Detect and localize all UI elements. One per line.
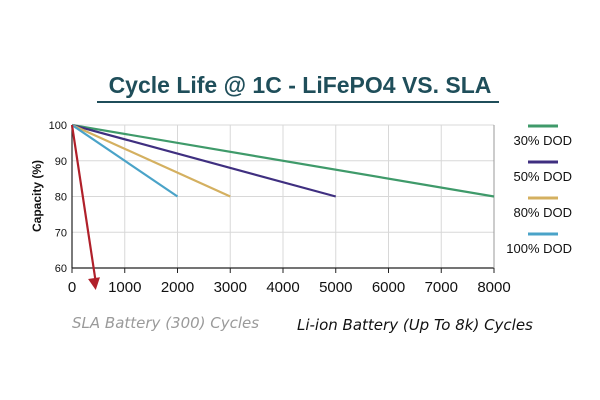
legend-label: 80% DOD	[513, 205, 572, 220]
x-tick-label: 1000	[108, 279, 141, 296]
x-tick-label: 6000	[372, 279, 405, 296]
x-tick-label: 8000	[477, 279, 510, 296]
series-line	[71, 123, 231, 198]
y-tick-label: 80	[55, 192, 67, 204]
grid	[72, 124, 495, 269]
x-tick-label: 5000	[319, 279, 352, 296]
sla-caption: SLA Battery (300) Cycles	[72, 314, 259, 332]
legend-label: 100% DOD	[506, 241, 572, 256]
y-tick-label: 60	[55, 263, 67, 275]
title-underline	[97, 101, 499, 103]
sla-arrowhead	[88, 277, 100, 290]
legend-label: 30% DOD	[513, 133, 572, 148]
x-tick-label: 2000	[161, 279, 194, 296]
x-tick-label: 0	[68, 279, 76, 296]
x-tick-label: 4000	[266, 279, 299, 296]
tick-labels: 0 1000 2000 3000 4000 5000 6000 7000 8000 100 90 80…	[49, 120, 511, 296]
sla-line	[70, 124, 97, 283]
chart-title: Cycle Life @ 1C - LiFePO4 VS. SLA	[108, 72, 492, 98]
series-lines	[70, 123, 495, 290]
series-line	[71, 124, 179, 198]
liion-caption: Li-ion Battery (Up To 8k) Cycles	[297, 316, 533, 334]
series-line	[71, 123, 495, 198]
y-axis-label: Capacity (%)	[30, 160, 44, 232]
y-tick-label: 90	[55, 156, 67, 168]
legend-label: 50% DOD	[513, 169, 572, 184]
x-tick-label: 7000	[425, 279, 458, 296]
legend: 30% DOD 50% DOD 80% DOD 100% DOD	[506, 124, 572, 256]
y-tick-label: 70	[55, 227, 67, 239]
y-tick-label: 100	[49, 120, 67, 132]
x-tick-label: 3000	[214, 279, 247, 296]
series-line	[71, 123, 337, 198]
